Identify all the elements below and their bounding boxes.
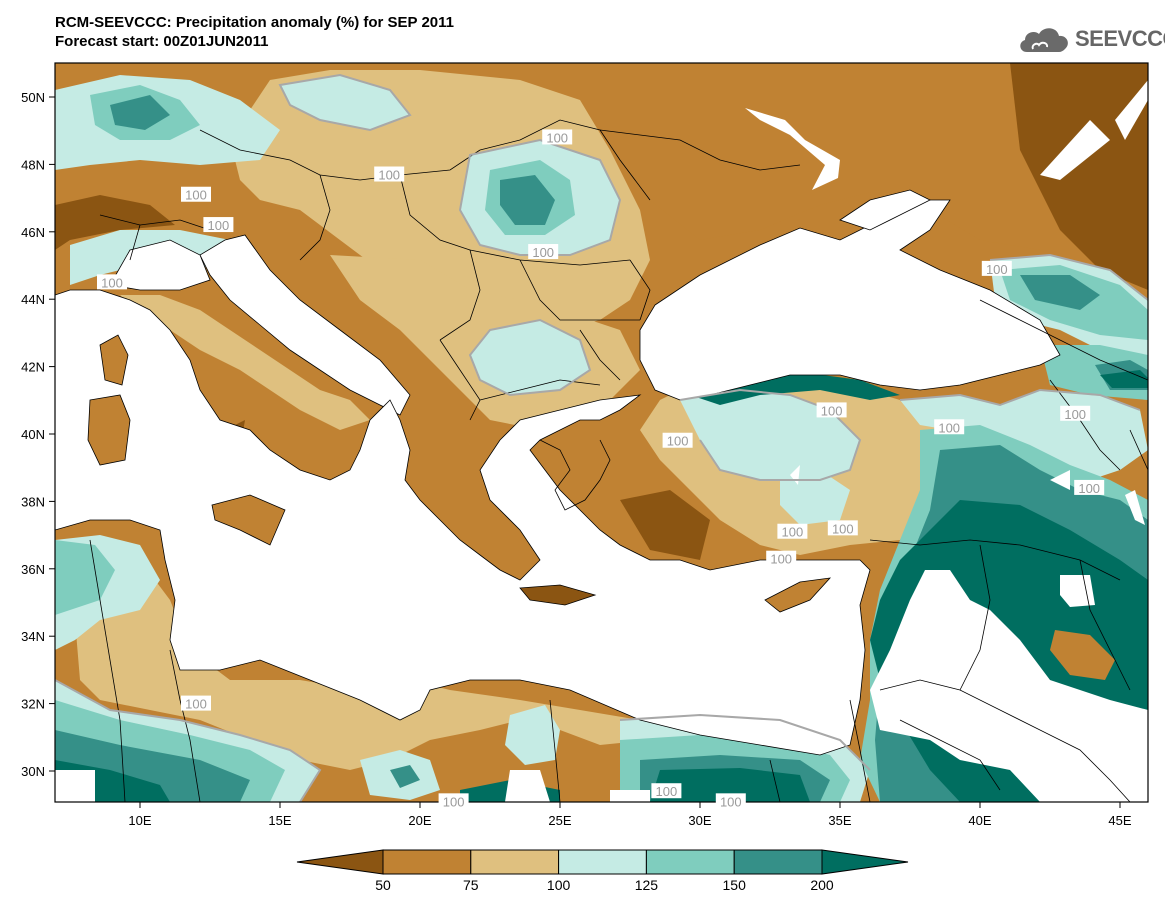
contour-label-bg (181, 695, 211, 711)
colorbar-label: 200 (810, 877, 834, 893)
contour-label-bg (766, 550, 797, 566)
contour-label-bg (651, 783, 682, 799)
seevccc-logo: SEEVCCC (1017, 22, 1165, 56)
colorbar-segment (296, 849, 384, 875)
map-frame (54, 62, 1149, 803)
lat-tick-label: 42N (21, 360, 45, 375)
lat-tick-label: 32N (21, 697, 45, 712)
title-line-2: Forecast start: 00Z01JUN2011 (55, 33, 269, 50)
contour-label-bg (542, 129, 573, 145)
contour-label-bg (528, 244, 559, 260)
contour-label-bg (816, 402, 847, 418)
contour-label-bg (1074, 479, 1105, 495)
colorbar-segment (821, 849, 909, 875)
lat-tick-label: 30N (21, 764, 45, 779)
lon-tick-label: 15E (268, 813, 291, 828)
map-title: RCM-SEEVCCC: Precipitation anomaly (%) f… (55, 13, 454, 51)
colorbar-label: 150 (723, 877, 747, 893)
lat-tick-label: 34N (21, 629, 45, 644)
contour-label: 100 (832, 521, 854, 536)
contour-label: 100 (1064, 407, 1086, 422)
contour-label: 100 (378, 168, 400, 183)
lat-tick-label: 50N (21, 90, 45, 105)
latitude-axis: 50N 48N 46N 44N 42N 40N 38N 36N 34N 32N 30N (21, 90, 55, 779)
colorbar-segment (733, 849, 823, 875)
contour-label-bg (715, 793, 746, 809)
colorbar-label: 100 (547, 877, 571, 893)
contour-label-bg (374, 166, 405, 182)
contour-label: 100 (770, 552, 792, 567)
contour-label: 100 (782, 525, 804, 540)
lat-tick-label: 48N (21, 157, 45, 172)
cloud-icon (1020, 28, 1068, 52)
contour-label-bg (1060, 405, 1091, 421)
colorbar-label: 125 (635, 877, 659, 893)
contour-label: 100 (821, 403, 843, 418)
lat-tick-label: 38N (21, 494, 45, 509)
coastlines (539, 439, 611, 511)
contour-label-bg (981, 260, 1012, 276)
lat-tick-label: 44N (21, 292, 45, 307)
contour-label-bg (181, 186, 211, 202)
contour-label-bg (203, 217, 234, 233)
contour-label-bg (662, 432, 693, 448)
lat-tick-label: 40N (21, 427, 45, 442)
contour-label: 100 (185, 697, 207, 712)
contour-label: 100 (720, 794, 742, 809)
colorbar-segment (645, 849, 735, 875)
contour-label: 100 (986, 262, 1008, 277)
contour-label: 100 (443, 794, 465, 809)
contour-label-bg (934, 419, 965, 435)
lon-tick-label: 40E (968, 813, 991, 828)
contour-label: 100 (101, 275, 123, 290)
lon-tick-label: 35E (828, 813, 851, 828)
colorbar-segment (558, 849, 647, 875)
contour-lines-100 (55, 73, 1148, 802)
masked-areas (55, 465, 1148, 802)
contour-label: 100 (532, 245, 554, 260)
longitude-axis: 10E 15E 20E 25E 30E 35E 40E 45E (128, 802, 1132, 828)
title-line-1: RCM-SEEVCCC: Precipitation anomaly (%) f… (55, 14, 454, 31)
lon-tick-label: 10E (128, 813, 151, 828)
colorbar-label: 75 (463, 877, 479, 893)
lon-tick-label: 20E (408, 813, 431, 828)
contour-label: 100 (1078, 481, 1100, 496)
sea-areas (55, 189, 1061, 756)
lat-tick-label: 36N (21, 562, 45, 577)
contour-label-bg (777, 523, 808, 539)
logo-text: SEEVCCC (1075, 26, 1165, 51)
colorbar-segment (470, 849, 560, 875)
lon-tick-label: 30E (688, 813, 711, 828)
contour-label: 100 (546, 130, 568, 145)
contour-label: 100 (656, 784, 678, 799)
contour-label-bg (438, 793, 469, 809)
colorbar-segment (382, 849, 472, 875)
lat-tick-label: 46N (21, 225, 45, 240)
contour-label: 100 (938, 420, 960, 435)
contour-label-bg (97, 274, 127, 290)
contour-label-bg (827, 520, 858, 536)
colorbar: 50 75 100 125 150 200 (296, 849, 909, 893)
contour-label: 100 (185, 188, 207, 203)
islands (87, 334, 832, 613)
contour-label: 100 (667, 434, 689, 449)
contour-label: 100 (208, 218, 230, 233)
lon-tick-label: 25E (548, 813, 571, 828)
colorbar-label: 50 (375, 877, 391, 893)
lon-tick-label: 45E (1108, 813, 1131, 828)
country-borders (89, 119, 1148, 802)
